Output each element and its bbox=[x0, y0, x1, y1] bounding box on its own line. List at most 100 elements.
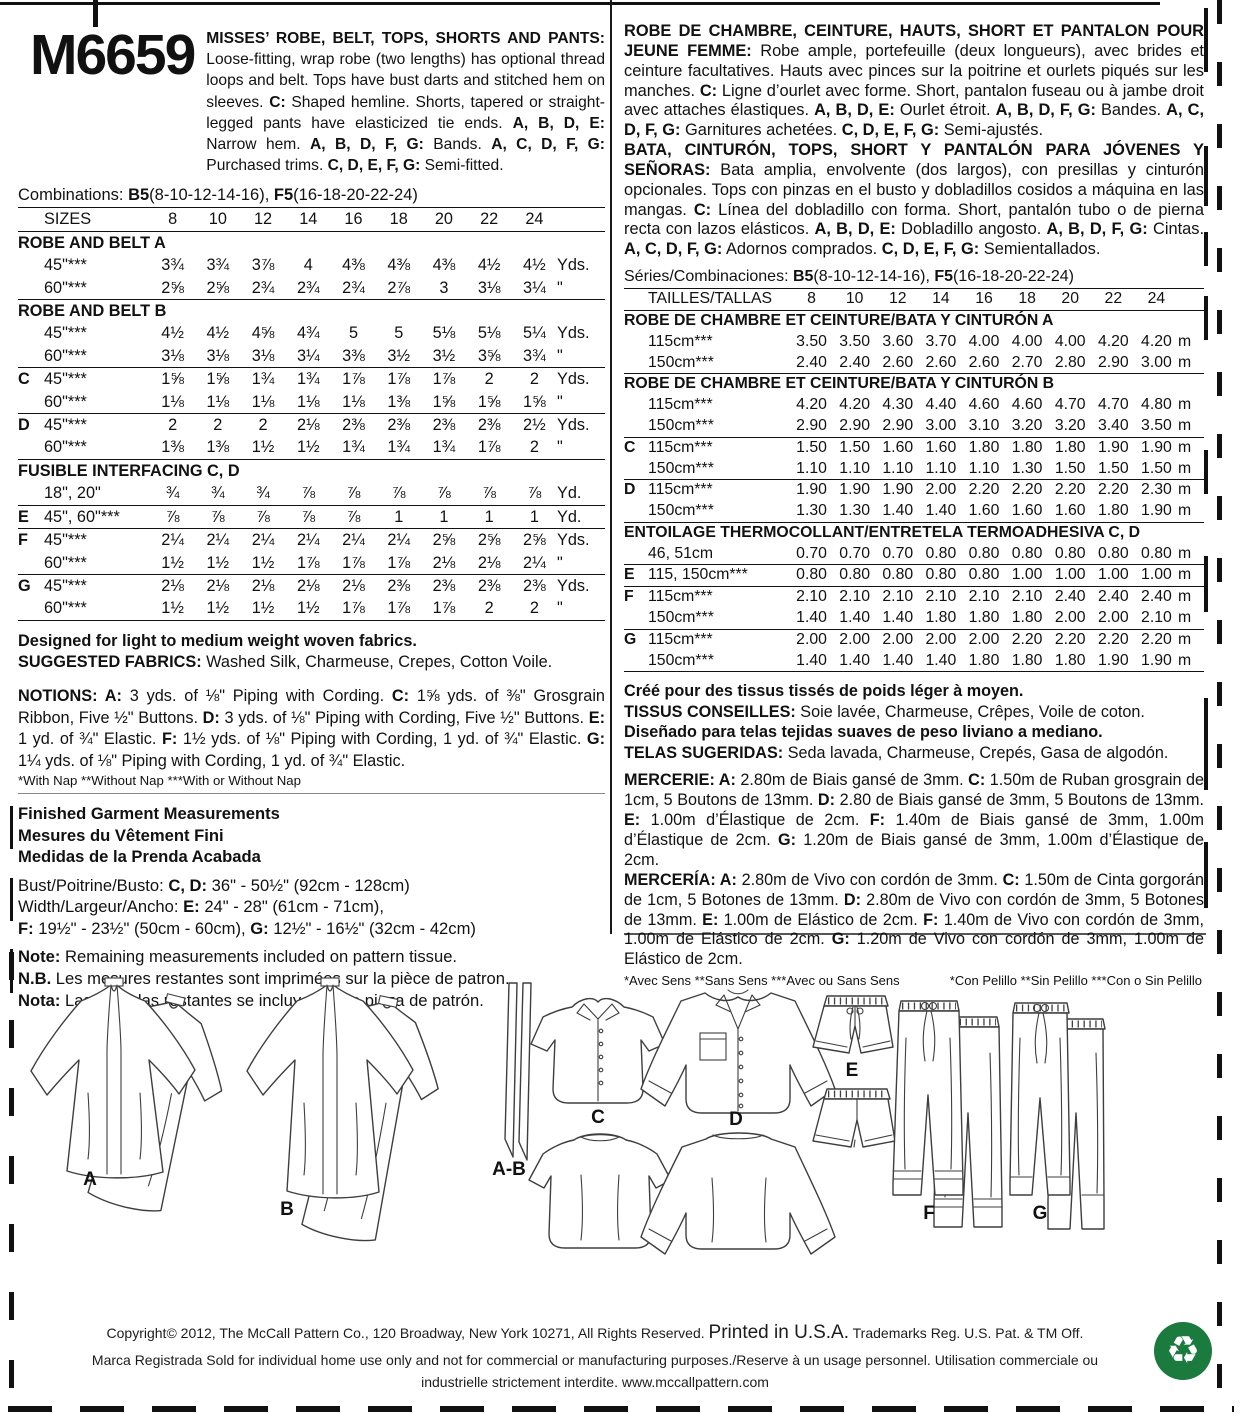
table-cell: 45"*** bbox=[44, 576, 87, 595]
table-cell: 4⅝ bbox=[251, 324, 275, 343]
registration-tick bbox=[1204, 296, 1208, 340]
table-cell: 3¾ bbox=[206, 256, 230, 275]
table-cell: 1.50 bbox=[1141, 459, 1172, 477]
table-cell: 0.80 bbox=[882, 566, 914, 584]
table-cell: 45"*** bbox=[44, 531, 87, 550]
table-cell: " bbox=[556, 599, 563, 618]
table-cell: E bbox=[624, 566, 635, 584]
table-cell: 2⅛ bbox=[296, 576, 320, 595]
table-cell: ROBE DE CHAMBRE ET CEINTURE/BATA Y CINTU… bbox=[624, 375, 1055, 393]
table-cell: 22 bbox=[480, 210, 499, 229]
table-cell: 3¾ bbox=[161, 256, 184, 275]
table-cell: 2⅜ bbox=[387, 576, 411, 595]
table-cell: 4.60 bbox=[1011, 396, 1043, 414]
table-cell: 1.60 bbox=[925, 438, 957, 456]
label-pants-f: F bbox=[923, 1203, 935, 1224]
table-cell: 1 bbox=[484, 507, 494, 526]
table-cell: 5⅛ bbox=[432, 324, 456, 343]
table-cell: ⅞ bbox=[346, 484, 361, 503]
table-cell: 150cm*** bbox=[648, 459, 714, 477]
table-row: D 45"*** 2 2 2 2⅛ 2⅜ 2⅜ 2⅜ 2⅜ 2½ Yds. bbox=[18, 413, 605, 436]
table-cell: 1.80 bbox=[1054, 438, 1086, 456]
table-cell: ⅞ bbox=[391, 484, 406, 503]
fabrics-suggested-line: SUGGESTED FABRICS: Washed Silk, Charmeus… bbox=[18, 652, 553, 671]
table-cell: 0.80 bbox=[1141, 544, 1172, 562]
table-cell: 1 bbox=[439, 507, 449, 526]
table-cell: 0.70 bbox=[839, 544, 871, 562]
table-cell: 2¼ bbox=[161, 531, 184, 550]
table-cell: 1½ bbox=[251, 553, 275, 572]
table-cell: SIZES bbox=[44, 210, 92, 229]
table-cell: 2¼ bbox=[387, 531, 411, 550]
table-cell: 1.50 bbox=[1097, 459, 1129, 477]
figure-shirt-d: D bbox=[640, 989, 836, 1255]
table-cell: ⅞ bbox=[301, 507, 316, 526]
header: M6659 MISSES’ ROBE, BELT, TOPS, SHORTS A… bbox=[18, 24, 605, 176]
table-cell: Yds. bbox=[556, 576, 590, 595]
table-cell: 4.20 bbox=[1097, 332, 1129, 350]
table-cell: 1.90 bbox=[839, 481, 871, 499]
figure-shorts-e: E bbox=[812, 995, 896, 1148]
table-cell: 1⅞ bbox=[387, 370, 411, 389]
table-cell: 2¾ bbox=[296, 278, 320, 297]
table-cell: 2¼ bbox=[251, 531, 275, 550]
table-cell: 2 bbox=[258, 416, 268, 435]
table-cell: 4⅜ bbox=[342, 256, 365, 275]
table-cell: 10 bbox=[845, 290, 864, 308]
table-cell: F bbox=[18, 531, 28, 550]
table-cell: 1 bbox=[394, 507, 404, 526]
table-cell: 3½ bbox=[387, 346, 411, 365]
width-measurement: Width/Largeur/Ancho: E: 24" - 28" (61cm … bbox=[18, 897, 384, 917]
table-cell: 1¾ bbox=[432, 438, 456, 457]
table-cell: 2¼ bbox=[342, 531, 365, 550]
table-cell: 1¾ bbox=[387, 438, 411, 457]
table-cell: 46, 51cm bbox=[648, 544, 713, 562]
table-row: E 45", 60"*** ⅞ ⅞ ⅞ ⅞ ⅞ 1 1 1 1 Yd. bbox=[18, 504, 605, 528]
table-cell: 60"*** bbox=[44, 278, 87, 297]
table-cell: 3⅜ bbox=[342, 346, 365, 365]
table-cell: 4½ bbox=[161, 324, 184, 343]
combinations-line: Combinations: B5(8-10-12-14-16), F5(16-1… bbox=[18, 186, 418, 205]
table-cell: 2⅜ bbox=[477, 416, 501, 435]
table-cell: 1.50 bbox=[839, 438, 871, 456]
table-cell: 1⅜ bbox=[206, 438, 230, 457]
table-row: ROBE DE CHAMBRE ET CEINTURE/BATA Y CINTU… bbox=[624, 309, 1204, 332]
table-cell: 1⅝ bbox=[206, 370, 230, 389]
bottom-dashed-border bbox=[8, 1406, 1234, 1412]
table-cell: 2.40 bbox=[1097, 588, 1129, 606]
table-cell: 2.00 bbox=[1054, 609, 1086, 627]
registration-tick bbox=[1204, 146, 1208, 206]
table-cell: 4⅜ bbox=[387, 256, 411, 275]
left-dashed-border bbox=[9, 952, 14, 1418]
table-cell: 45"*** bbox=[44, 324, 87, 343]
table-cell: 24 bbox=[1147, 290, 1166, 308]
yardage-table-english: SIZES 8 10 12 14 16 18 20 22 24 ROBE AND BELT A 45"… bbox=[18, 207, 605, 621]
table-cell: ⅞ bbox=[527, 484, 542, 503]
table-cell: 60"*** bbox=[44, 553, 87, 572]
table-cell: 1.00 bbox=[1054, 566, 1086, 584]
table-cell: 1½ bbox=[161, 553, 184, 572]
table-cell: m bbox=[1177, 481, 1192, 499]
measurements-title-en: Finished Garment Measurements bbox=[18, 804, 280, 824]
table-cell: 5¼ bbox=[523, 324, 546, 343]
table-cell: 1¾ bbox=[342, 438, 365, 457]
table-row: E 115, 150cm*** 0.80 0.80 0.80 0.80 0.80 1.00 1.… bbox=[624, 564, 1204, 586]
table-cell: m bbox=[1177, 353, 1192, 371]
table-cell: 4.20 bbox=[796, 396, 827, 414]
table-cell: ¾ bbox=[211, 484, 225, 503]
registration-tick bbox=[1204, 232, 1208, 266]
nap-footnote-english: *With Nap **Without Nap ***With or Witho… bbox=[18, 773, 605, 795]
table-row: ROBE DE CHAMBRE ET CEINTURE/BATA Y CINTU… bbox=[624, 373, 1204, 395]
garment-line-drawings: A B A-B C bbox=[30, 977, 1106, 1255]
table-cell: 2¾ bbox=[342, 278, 365, 297]
table-cell: 1.10 bbox=[925, 459, 957, 477]
table-cell: 8 bbox=[807, 290, 816, 308]
table-row: 115cm*** 4.20 4.20 4.30 4.40 4.60 4.60 4.70 4.70… bbox=[624, 395, 1204, 416]
table-row: G 115cm*** 2.00 2.00 2.00 2.00 2.00 2.20 2.20 2.2… bbox=[624, 628, 1204, 651]
figure-pants-g: G bbox=[1009, 1002, 1106, 1230]
table-cell: 3.50 bbox=[1141, 416, 1172, 434]
table-cell: 60"*** bbox=[44, 438, 87, 457]
table-row: FUSIBLE INTERFACING C, D bbox=[18, 458, 605, 482]
table-cell: 3.20 bbox=[1011, 416, 1043, 434]
table-cell: 2.20 bbox=[1097, 630, 1129, 648]
